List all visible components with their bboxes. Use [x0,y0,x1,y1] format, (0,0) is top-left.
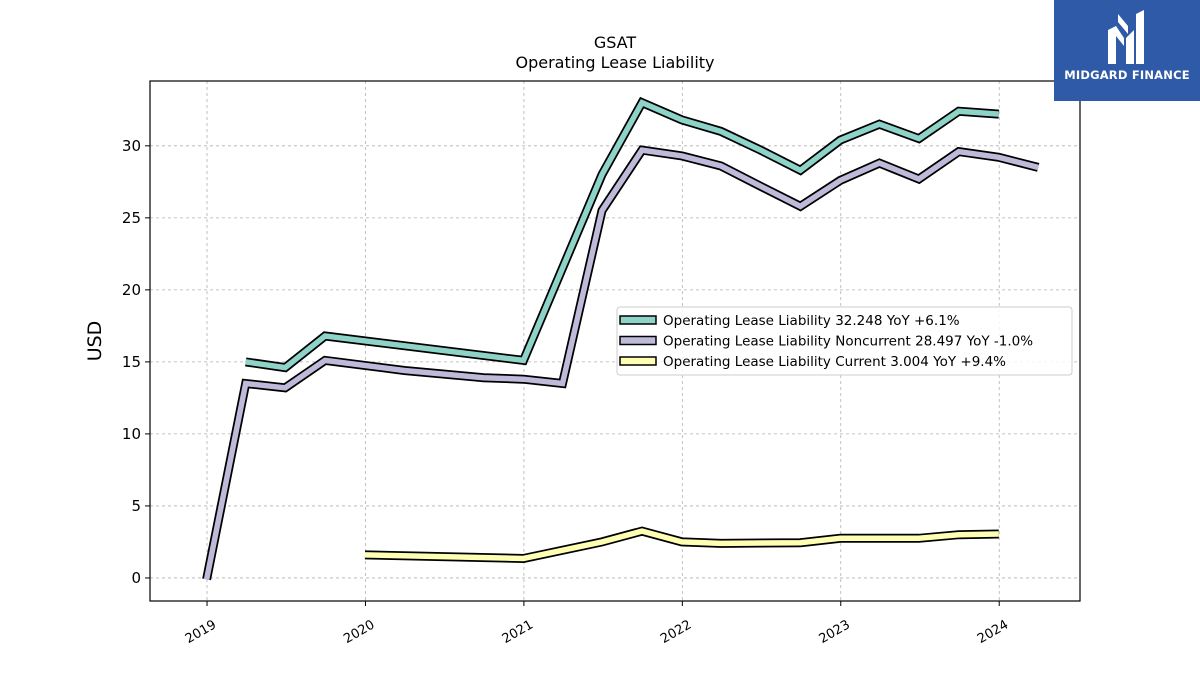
chart-subtitle: Operating Lease Liability [515,53,714,72]
x-tick-label: 2024 [975,617,1011,647]
x-tick-label: 2019 [183,617,219,647]
x-tick-label: 2021 [500,617,536,647]
y-tick-label: 5 [131,497,141,515]
plot-frame [149,80,1081,602]
legend-label: Operating Lease Liability Current 3.004 … [663,354,1006,370]
y-tick-label: 0 [131,569,141,587]
logo-text: MIDGARD FINANCE [1064,68,1190,82]
series-line [364,528,999,562]
x-tick-label: 2020 [341,617,377,647]
legend-swatch [619,315,657,325]
y-tick-label: 30 [122,137,141,155]
legend-swatch [619,335,657,346]
series-line [245,99,999,371]
series-line [203,147,1039,580]
y-axis-label: USD [84,321,106,362]
y-tick-label: 10 [122,425,141,443]
legend-label: Operating Lease Liability Noncurrent 28.… [663,334,1033,350]
series-lines [202,96,1040,581]
y-tick-label: 20 [122,281,141,299]
chart-title: GSAT [594,33,637,52]
legend: Operating Lease Liability 32.248 YoY +6.… [616,306,1073,376]
y-tick-label: 15 [122,353,141,371]
x-tick-label: 2023 [817,617,853,647]
legend-swatch [619,356,657,366]
brand-logo: MIDGARD FINANCE [1054,0,1200,101]
x-tick-label: 2022 [658,617,694,647]
logo-mark-icon [1108,10,1144,64]
legend-box [616,306,1073,376]
y-tick-label: 25 [122,209,141,227]
axis-ticks: 0 5 10 15 20 25 30 2019 2020 2021 2022 2023 2024 [122,137,1011,647]
legend-label: Operating Lease Liability 32.248 YoY +6.… [663,313,960,329]
